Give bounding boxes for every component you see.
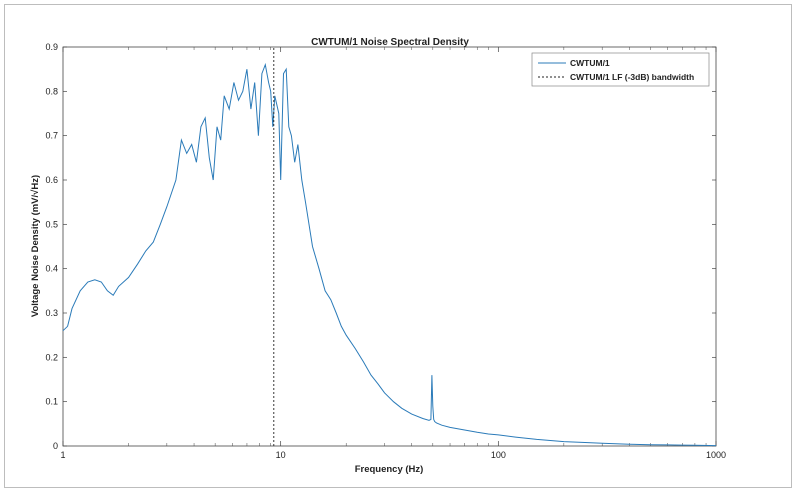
x-axis-label: Frequency (Hz)	[355, 464, 424, 475]
legend-entry-cwtum: CWTUM/1	[570, 58, 610, 68]
series-line-cwtum	[62, 62, 717, 447]
y-tick-label: 0.6	[45, 175, 58, 185]
legend-entry-bandwidth: CWTUM/1 LF (-3dB) bandwidth	[570, 72, 694, 82]
y-tick-label: 0.3	[45, 308, 58, 318]
y-tick-label: 0.7	[45, 131, 58, 141]
x-tick-label: 1000	[706, 450, 726, 460]
y-tick-label: 0.4	[45, 264, 58, 274]
x-tick-label: 10	[276, 450, 286, 460]
legend-box	[531, 52, 710, 87]
plot-area	[62, 46, 717, 447]
x-tick-label: 1	[60, 450, 65, 460]
y-tick-label: 0	[53, 441, 58, 451]
axis-ticks: 0 0.1 0.2 0.3 0.4 0.5 0.6 0.7 0.8 0.9 1 10 100 1000	[45, 42, 726, 460]
y-tick-label: 0.9	[45, 42, 58, 52]
x-tick-label: 100	[491, 450, 506, 460]
y-tick-label: 0.8	[45, 86, 58, 96]
y-tick-label: 0.5	[45, 219, 58, 229]
chart-title: CWTUM/1 Noise Spectral Density	[311, 37, 469, 48]
legend: CWTUM/1 CWTUM/1 LF (-3dB) bandwidth	[531, 52, 710, 87]
plot-series	[62, 47, 717, 447]
y-axis-label: Voltage Noise Density (mV/√Hz)	[30, 175, 41, 317]
y-tick-label: 0.1	[45, 397, 58, 407]
y-tick-label: 0.2	[45, 352, 58, 362]
